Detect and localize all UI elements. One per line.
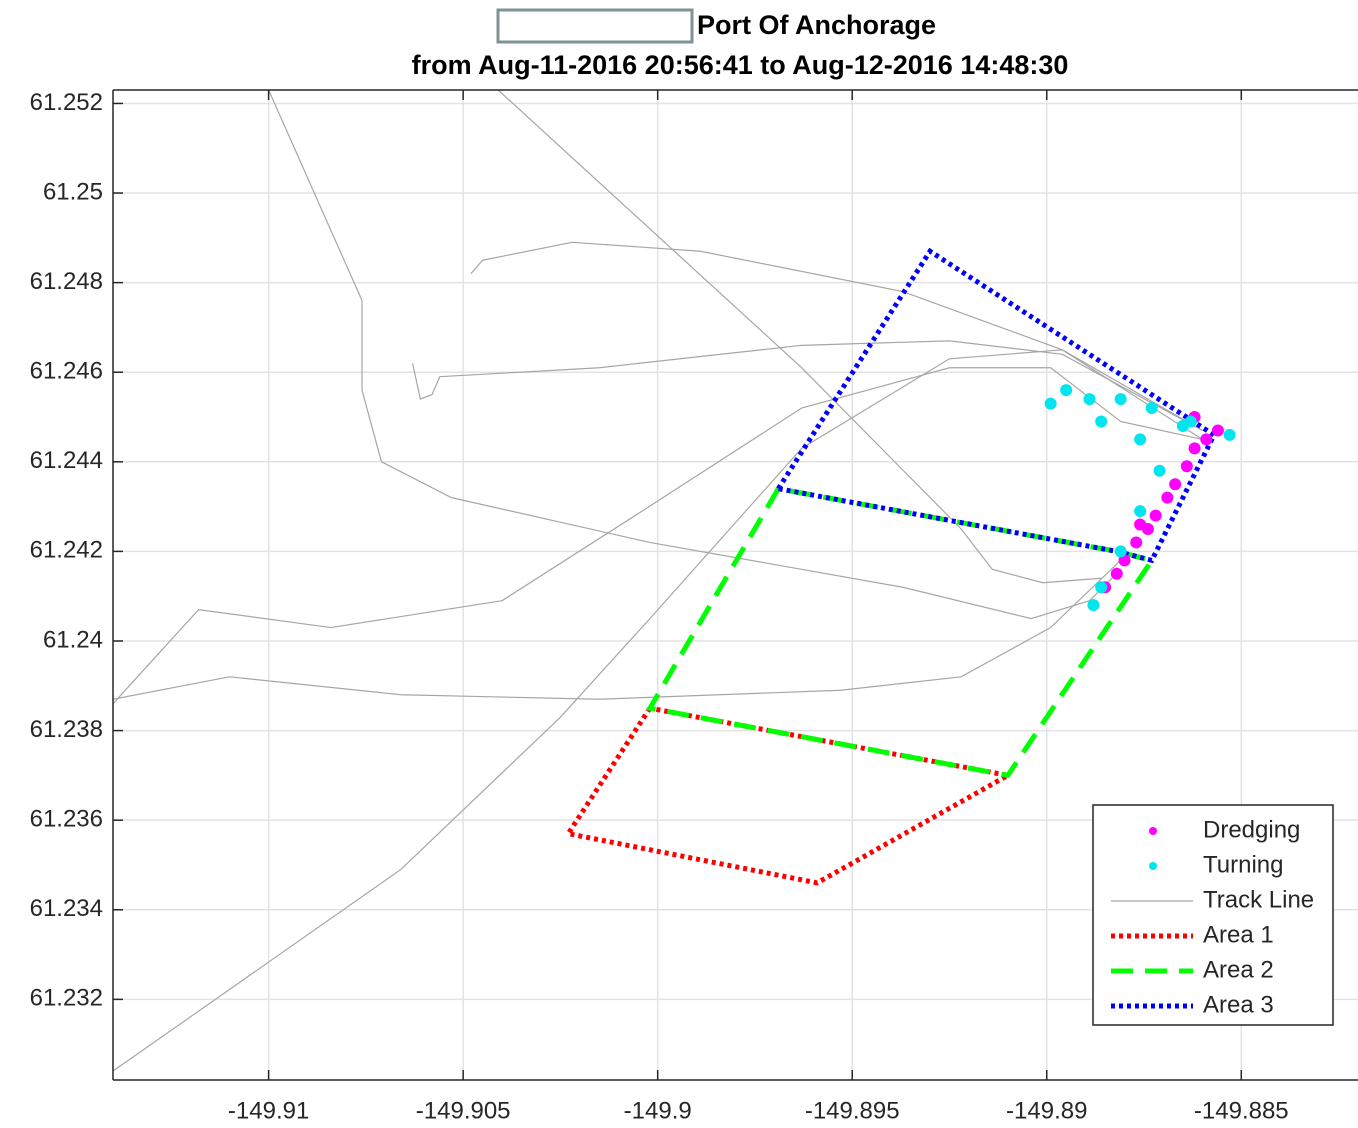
- y-tick-label: 61.24: [43, 626, 103, 653]
- data-point: [1153, 464, 1166, 477]
- legend-label: Dredging: [1203, 816, 1300, 843]
- data-point: [1114, 393, 1127, 406]
- data-point: [1044, 397, 1057, 410]
- chart-title: Port Of Anchorage: [697, 10, 936, 40]
- y-tick-label: 61.234: [30, 895, 103, 922]
- data-point: [1130, 536, 1143, 549]
- axes: -149.91 -149.905 -149.9 -149.895 -149.89 -149…: [30, 89, 1358, 1124]
- data-point: [1161, 491, 1174, 504]
- y-tick-label: 61.232: [30, 985, 103, 1012]
- data-point: [1134, 518, 1147, 531]
- x-tick-label: -149.885: [1194, 1097, 1289, 1124]
- legend-marker: [1149, 827, 1157, 835]
- x-tick-label: -149.9: [624, 1097, 692, 1124]
- legend-label: Track Line: [1203, 886, 1314, 913]
- data-point: [1134, 433, 1147, 446]
- track-line: [268, 89, 1122, 620]
- y-tick-label: 61.244: [30, 447, 103, 474]
- chart-subtitle: from Aug-11-2016 20:56:41 to Aug-12-2016…: [412, 50, 1069, 80]
- data-point: [1169, 478, 1182, 491]
- track-line: [112, 559, 1122, 700]
- data-point: [1149, 509, 1162, 522]
- data-point: [1060, 384, 1073, 397]
- x-tick-label: -149.91: [228, 1097, 309, 1124]
- y-tick-label: 61.236: [30, 806, 103, 833]
- track-line: [411, 340, 1203, 431]
- area-outline: [645, 486, 1156, 779]
- legend-label: Area 2: [1203, 956, 1274, 983]
- plot-area: [112, 89, 1236, 1072]
- track-line: [112, 349, 1203, 1072]
- data-point: [1083, 393, 1096, 406]
- data-point: [1134, 505, 1147, 518]
- track-line: [470, 241, 1203, 431]
- y-tick-label: 61.248: [30, 268, 103, 295]
- legend-label: Area 1: [1203, 921, 1274, 948]
- x-tick-label: -149.89: [1006, 1097, 1087, 1124]
- y-tick-label: 61.25: [43, 178, 103, 205]
- data-point: [1184, 415, 1197, 428]
- data-point: [1223, 428, 1236, 441]
- data-point: [1188, 442, 1201, 455]
- legend-label: Turning: [1203, 851, 1283, 878]
- data-point: [1110, 567, 1123, 580]
- data-point: [1180, 460, 1193, 473]
- x-tick-label: -149.895: [805, 1097, 900, 1124]
- y-tick-label: 61.242: [30, 537, 103, 564]
- data-point: [1087, 599, 1100, 612]
- area-outline: [564, 705, 1016, 886]
- y-tick-label: 61.246: [30, 358, 103, 385]
- data-point: [1211, 424, 1224, 437]
- legend-label: Area 3: [1203, 991, 1274, 1018]
- legend: Dredging Turning Track Line Area 1 Area 2 Are…: [1092, 804, 1334, 1026]
- x-tick-label: -149.905: [416, 1097, 511, 1124]
- y-tick-label: 61.238: [30, 716, 103, 743]
- legend-marker: [1149, 862, 1157, 870]
- data-point: [1200, 433, 1213, 446]
- redaction-box: [496, 8, 694, 44]
- data-point: [1095, 581, 1108, 594]
- grid: [113, 90, 1358, 1080]
- data-point: [1095, 415, 1108, 428]
- y-tick-label: 61.252: [30, 89, 103, 116]
- track-line: [497, 89, 1102, 584]
- data-point: [1118, 554, 1131, 567]
- data-point: [1114, 545, 1127, 558]
- area-outline: [776, 247, 1218, 564]
- data-point: [1145, 402, 1158, 415]
- legend-box: [1092, 804, 1334, 1026]
